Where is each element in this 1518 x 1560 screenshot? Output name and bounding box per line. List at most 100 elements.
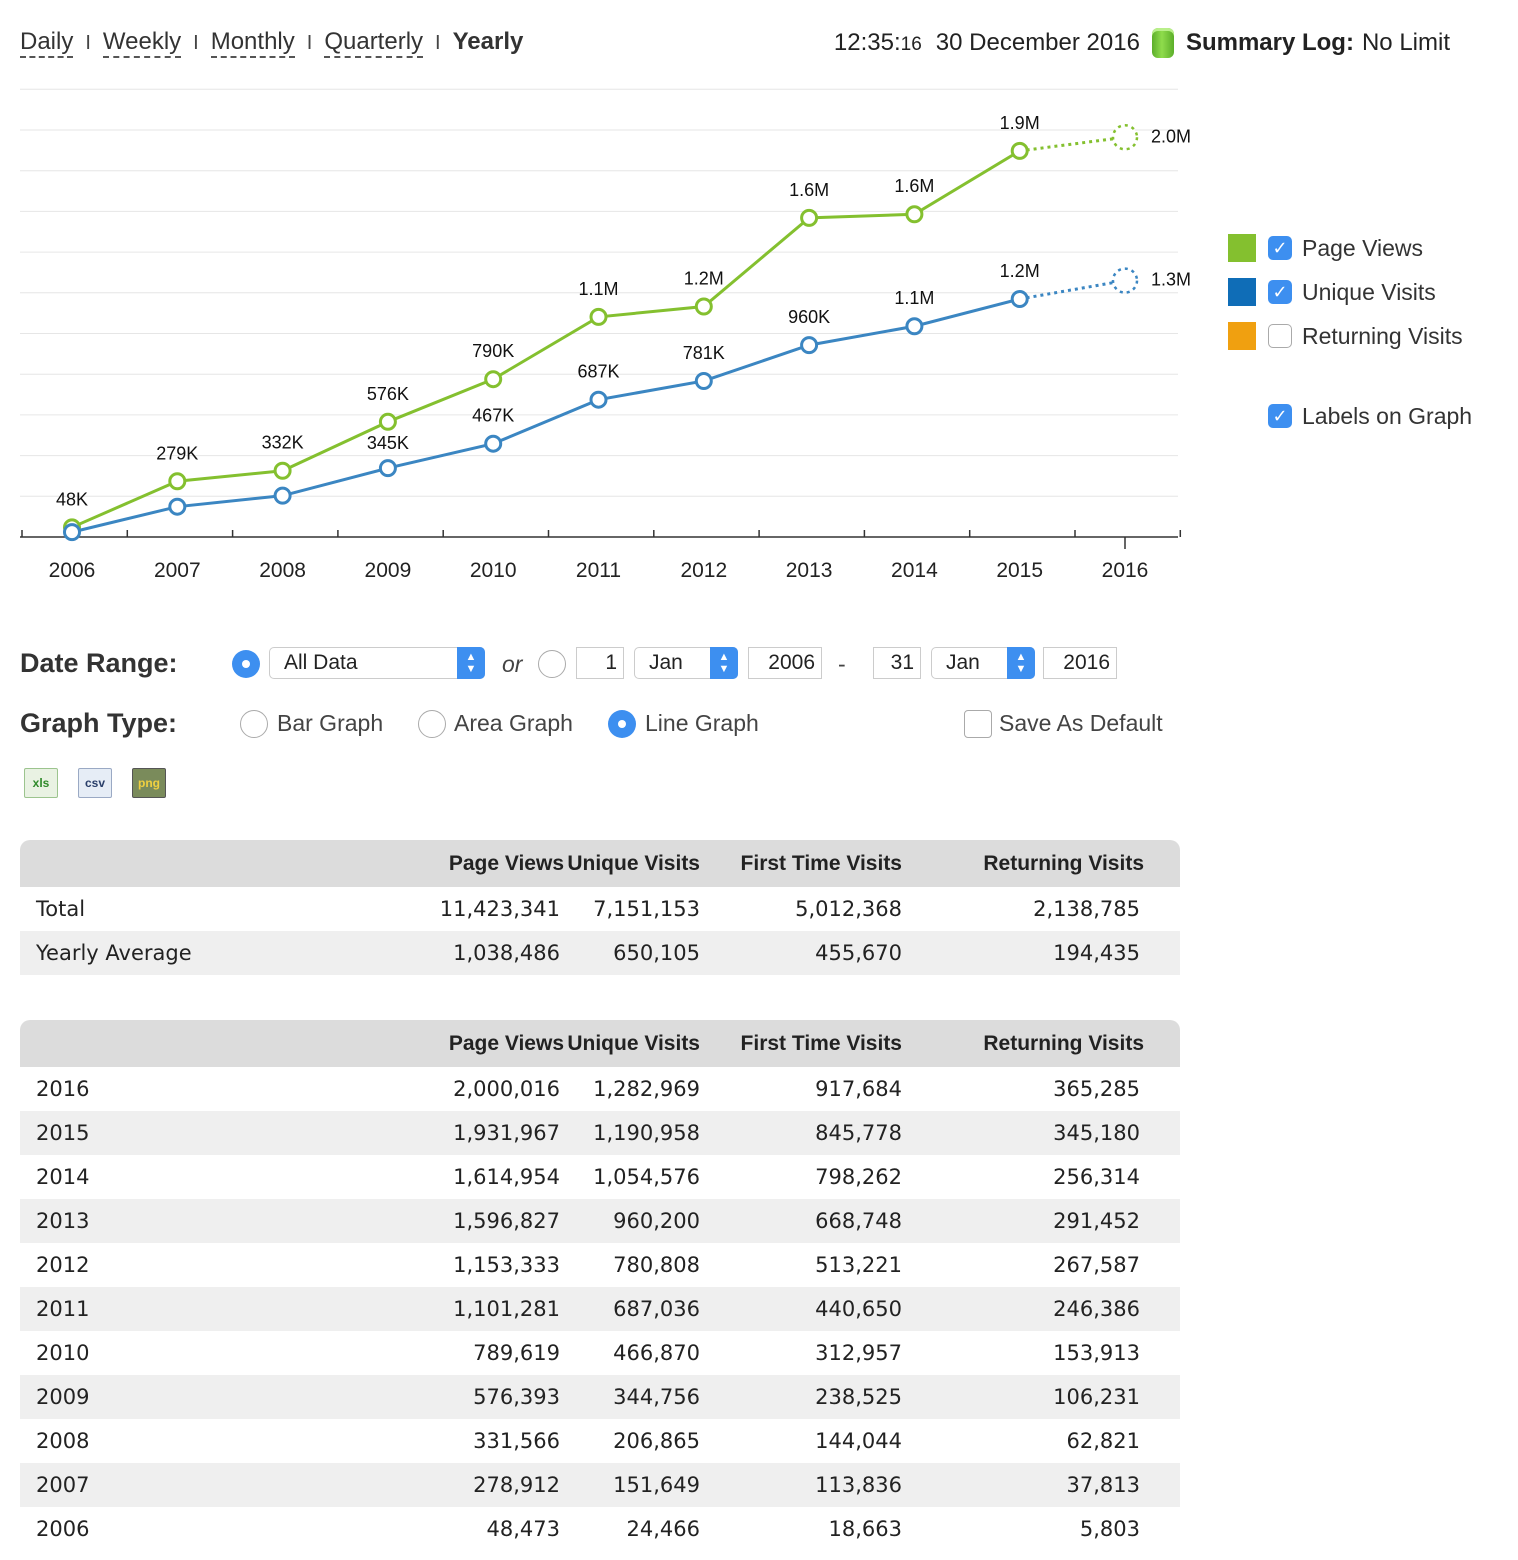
summary-table: Page Views Unique Visits First Time Visi… [20, 840, 1180, 975]
table-cell: 917,684 [815, 1077, 902, 1101]
table-cell: 194,435 [902, 931, 1180, 975]
legend-label: Page Views [1302, 234, 1424, 261]
x-tick-label: 2015 [996, 559, 1043, 582]
x-tick-label: 2014 [891, 559, 938, 582]
legend-label: Returning Visits [1302, 322, 1463, 349]
table-row: 2012 1,153,333 780,808 513,221 267,587 [20, 1243, 1180, 1287]
range-select[interactable]: All Data ▲ ▼ [269, 647, 485, 679]
table-cell: 668,748 [700, 1199, 902, 1243]
table-cell: 246,386 [902, 1287, 1180, 1331]
period-weekly-link[interactable]: Weekly [102, 28, 182, 58]
table-cell: 513,221 [815, 1253, 902, 1277]
x-tick-label: 2011 [576, 559, 621, 582]
legend-item-page-views[interactable]: ✓ Page Views [1228, 226, 1472, 270]
table-cell: 365,285 [1053, 1077, 1140, 1101]
data-label: 1.3M [1151, 270, 1191, 290]
data-point [63, 523, 81, 542]
to-year-field[interactable]: 2016 [1043, 647, 1117, 679]
checkbox-unchecked[interactable] [1268, 324, 1292, 348]
radio-area-graph[interactable] [418, 710, 446, 738]
data-point [1010, 289, 1029, 308]
legend-item-returning-visits[interactable]: Returning Visits [1228, 314, 1472, 358]
data-point [905, 205, 924, 224]
labels-on-graph-toggle[interactable]: ✓ Labels on Graph [1228, 394, 1472, 438]
data-point [589, 390, 608, 409]
data-point [168, 472, 187, 491]
column-header: Page Views [268, 1020, 564, 1067]
radio-bar-graph[interactable] [240, 710, 268, 738]
save-default-label: Save As Default [999, 710, 1163, 736]
chevron-up-down-icon: ▲ ▼ [710, 647, 738, 679]
column-header: Returning Visits [902, 1020, 1180, 1067]
from-year-field[interactable]: 2006 [748, 647, 822, 679]
period-monthly-link[interactable]: Monthly [210, 28, 295, 58]
data-point [168, 497, 187, 516]
data-label: 1.1M [578, 279, 618, 299]
table-cell: 455,670 [700, 931, 902, 975]
column-header: Returning Visits [902, 840, 1180, 887]
period-daily-link[interactable]: Daily [20, 28, 74, 58]
table-cell: 106,231 [902, 1375, 1180, 1419]
check-icon[interactable]: ✓ [1268, 236, 1292, 260]
data-point [378, 459, 397, 478]
table-cell: 2016 [36, 1077, 90, 1101]
table-cell: 62,821 [1066, 1429, 1140, 1453]
table-cell: 1,190,958 [564, 1111, 700, 1155]
column-header: First Time Visits [700, 1020, 902, 1067]
data-label: 1.1M [894, 288, 934, 308]
data-label: 687K [577, 362, 619, 382]
radio-all-data[interactable] [232, 650, 260, 678]
table-cell: 687,036 [564, 1287, 700, 1331]
x-tick-label: 2008 [259, 559, 306, 582]
data-point [800, 208, 819, 227]
table-cell: 1,282,969 [593, 1077, 700, 1101]
table-cell: 24,466 [626, 1517, 700, 1541]
series-line [71, 149, 1021, 529]
radio-line-graph[interactable] [608, 710, 636, 738]
radio-custom-range[interactable] [538, 650, 566, 678]
x-tick-label: 2016 [1102, 559, 1149, 582]
chart-legend: ✓ Page Views ✓ Unique Visits Returning V… [1228, 226, 1472, 438]
table-cell: 2014 [36, 1165, 90, 1189]
separator: I [193, 32, 199, 54]
table-row: 2008 331,566 206,865 144,044 62,821 [20, 1419, 1180, 1463]
data-point [484, 434, 503, 453]
table-cell: 7,151,153 [593, 897, 700, 921]
table-cell: 331,566 [473, 1429, 560, 1453]
data-label: 781K [683, 343, 725, 363]
table-row: Yearly Average 1,038,486 650,105 455,670… [20, 931, 1180, 975]
table-cell: 2010 [36, 1341, 90, 1365]
table-cell: 278,912 [268, 1463, 564, 1507]
table-cell: 466,870 [613, 1341, 700, 1365]
table-cell: 37,813 [902, 1463, 1180, 1507]
table-cell: 440,650 [700, 1287, 902, 1331]
data-label: 2.0M [1151, 126, 1191, 146]
excel-export-icon[interactable]: xls [24, 768, 58, 798]
to-month-select[interactable]: Jan ▲ ▼ [931, 647, 1035, 679]
from-month-select[interactable]: Jan ▲ ▼ [634, 647, 738, 679]
legend-item-unique-visits[interactable]: ✓ Unique Visits [1228, 270, 1472, 314]
column-header: First Time Visits [700, 840, 902, 887]
check-icon[interactable]: ✓ [1268, 404, 1292, 428]
summary-log-value: No Limit [1361, 29, 1450, 56]
status-bar: 12:35:16 30 December 2016 Summary Log: N… [834, 28, 1450, 58]
png-export-icon[interactable]: png [132, 768, 166, 798]
period-quarterly-link[interactable]: Quarterly [324, 28, 424, 58]
period-yearly-link[interactable]: Yearly [452, 28, 524, 55]
check-icon[interactable]: ✓ [1268, 280, 1292, 304]
yearly-table: Page Views Unique Visits First Time Visi… [20, 1020, 1180, 1551]
x-tick-label: 2006 [49, 559, 96, 582]
table-cell: 2007 [20, 1463, 268, 1507]
separator: I [435, 32, 441, 54]
legend-swatch [1228, 278, 1256, 306]
data-point [694, 371, 713, 390]
table-cell: 5,012,368 [795, 897, 902, 921]
table-cell: 2,138,785 [1033, 897, 1140, 921]
to-day-field[interactable]: 31 [873, 647, 921, 679]
csv-export-icon[interactable]: csv [78, 768, 112, 798]
table-cell: 2012 [36, 1253, 90, 1277]
from-day-field[interactable]: 1 [576, 647, 624, 679]
database-icon [1151, 28, 1174, 58]
labels-on-graph-label: Labels on Graph [1302, 402, 1473, 429]
save-default-checkbox[interactable] [964, 710, 992, 738]
